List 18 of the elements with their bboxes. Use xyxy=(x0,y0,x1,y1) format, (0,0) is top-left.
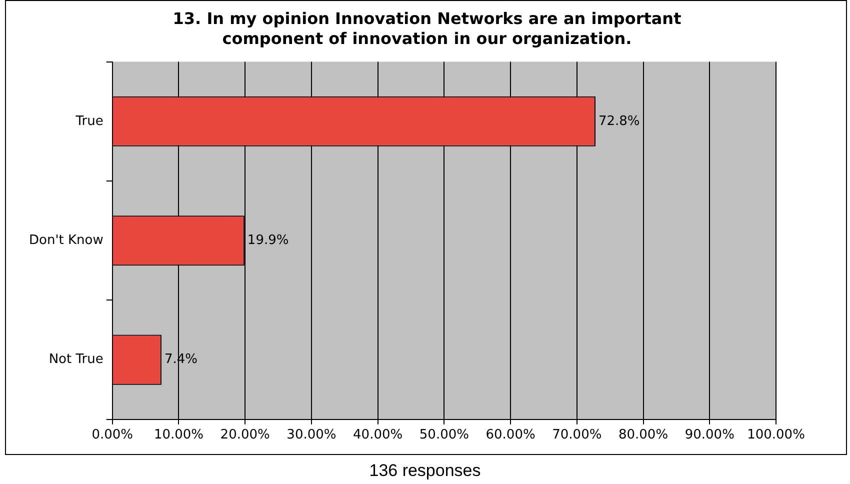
y-tick-label: True xyxy=(74,114,104,129)
y-tick-label: Not True xyxy=(48,352,104,368)
x-tick-label: 40.00% xyxy=(353,428,403,443)
x-tick-label: 90.00% xyxy=(684,428,734,443)
data-label: 72.8% xyxy=(598,114,640,129)
x-tick-label: 80.00% xyxy=(618,428,668,443)
data-label: 19.9% xyxy=(247,232,289,248)
x-tick-label: 100.00% xyxy=(747,428,805,443)
y-tick-label: Don't Know xyxy=(28,232,104,248)
x-tick-label: 50.00% xyxy=(419,428,469,443)
x-tick-label: 30.00% xyxy=(286,428,336,443)
x-tick-label: 70.00% xyxy=(552,428,602,443)
x-tick-label: 60.00% xyxy=(486,428,536,443)
x-tick-label: 10.00% xyxy=(154,428,204,443)
x-tick-label: 0.00% xyxy=(92,428,134,443)
x-tick-label: 20.00% xyxy=(220,428,270,443)
chart-title: 13. In my opinion Innovation Networks are an important component of innovation in our organization. xyxy=(172,9,682,49)
text: 136 responses xyxy=(368,461,482,481)
